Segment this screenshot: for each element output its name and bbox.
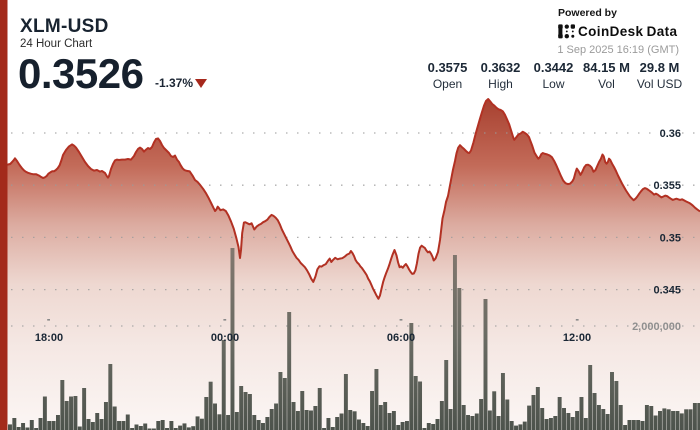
svg-text:0.35: 0.35 bbox=[660, 232, 681, 244]
svg-text:2,000,000: 2,000,000 bbox=[632, 321, 681, 333]
svg-text:0.345: 0.345 bbox=[653, 285, 681, 297]
svg-text:06:00: 06:00 bbox=[387, 332, 415, 344]
svg-text:12:00: 12:00 bbox=[563, 332, 591, 344]
svg-text:00:00: 00:00 bbox=[211, 332, 239, 344]
svg-text:0.355: 0.355 bbox=[653, 180, 681, 192]
svg-text:18:00: 18:00 bbox=[35, 332, 63, 344]
svg-text:0.36: 0.36 bbox=[660, 128, 681, 140]
